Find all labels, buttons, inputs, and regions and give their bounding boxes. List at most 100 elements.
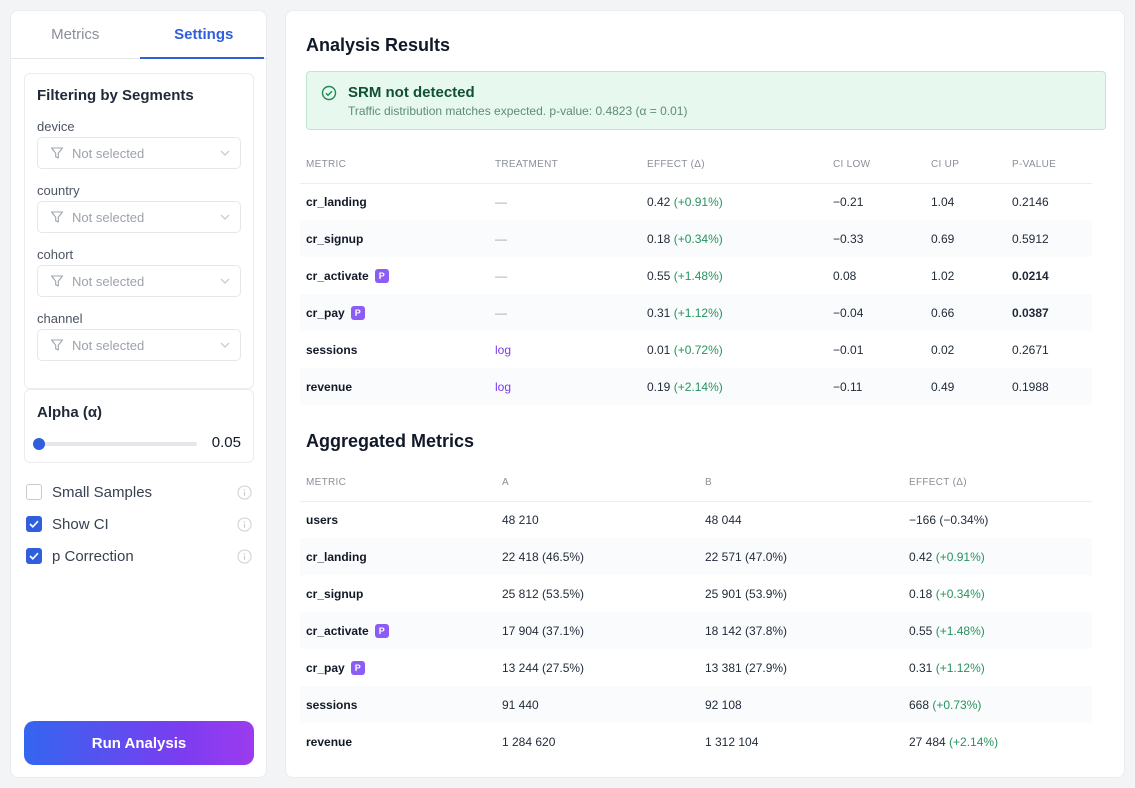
info-icon[interactable] [237,517,252,532]
p-value-cell: 0.0214 [1012,268,1049,283]
treatment-cell: log [489,368,641,405]
metric-name: cr_activate [306,623,369,638]
filter-select-channel[interactable]: Not selected [37,329,241,361]
filter-select-cohort[interactable]: Not selected [37,265,241,297]
group-b-cell: 92 108 [699,686,903,723]
srm-description: Traffic distribution matches expected. p… [348,104,688,118]
table-row: cr_landing — 0.42 (+0.91%) −0.21 1.04 0.2146 [300,183,1092,220]
ci-up-cell: 0.02 [931,342,955,357]
funnel-icon [50,275,64,287]
column-header: A [496,465,699,502]
results-header-row: METRIC TREATMENT EFFECT (Δ) CI LOW CI UP… [300,147,1092,184]
metric-cell: cr_activate P [300,612,496,649]
metric-cell: users [300,501,496,538]
metric-cell: cr_landing [300,183,489,220]
metric-cell: sessions [300,686,496,723]
metric-name: cr_activate [306,268,369,283]
p-correction-checkbox[interactable] [26,548,42,564]
column-header: METRIC [300,147,489,184]
effect-percent: (+0.72%) [673,342,723,357]
table-row: cr_landing 22 418 (46.5%) 22 571 (47.0%) 0.… [300,538,1092,575]
p-value-cell: 0.5912 [1006,220,1092,257]
group-b-cell: 13 381 (27.9%) [705,660,788,675]
metric-name: users [306,512,339,527]
srm-status-banner: SRM not detected Traffic distribution ma… [306,71,1106,130]
group-a-cell: 25 812 (53.5%) [502,586,585,601]
ci-up-cell: 0.66 [925,294,1006,331]
p-value-cell: 0.2671 [1012,342,1049,357]
checkmark-icon [29,552,39,560]
p-correction-badge: P [374,623,389,638]
effect-cell: 0.18 (+0.34%) [903,575,1092,612]
treatment-cell: log [495,342,512,357]
aggregated-table-body: users 48 210 48 044 −166 (−0.34%) cr_landin… [300,501,1092,760]
effect-percent: (+0.91%) [935,549,985,564]
effect-cell: −166 (−0.34%) [903,501,1092,538]
table-row: cr_activate P 17 904 (37.1%) 18 142 (37.8%)… [300,612,1092,649]
filter-label-country: country [37,183,80,198]
p-correction-badge: P [350,660,365,675]
p-value-cell: 0.2146 [1012,194,1049,209]
funnel-icon [50,147,64,159]
effect-percent: (+1.48%) [935,623,985,638]
effect-value: 0.42 [909,549,933,564]
run-analysis-button[interactable]: Run Analysis [24,721,254,765]
metric-name: revenue [306,734,353,749]
check-circle-icon [321,85,337,101]
effect-value: 0.55 [909,623,933,638]
funnel-icon [50,339,64,351]
chevron-down-icon [220,214,230,220]
metric-name: sessions [306,697,358,712]
metric-name: cr_landing [306,194,367,209]
column-header: CI LOW [827,147,925,184]
group-a-cell: 1 284 620 [502,734,556,749]
table-row: revenue log 0.19 (+2.14%) −0.11 0.49 0.1988 [300,368,1092,405]
analysis-results-title: Analysis Results [306,35,451,55]
filter-placeholder: Not selected [72,337,145,353]
metric-cell: cr_pay P [300,649,496,686]
p-correction-label: p Correction [52,547,134,565]
effect-cell: 0.42 (+0.91%) [903,538,1092,575]
tab-settings[interactable]: Settings [139,11,269,59]
effect-cell: 0.55 (+1.48%) [641,257,827,294]
alpha-slider[interactable] [33,438,197,450]
alpha-slider-handle[interactable] [33,438,45,450]
group-b-cell: 1 312 104 [705,734,759,749]
treatment-cell: — [489,294,641,331]
table-row: cr_signup 25 812 (53.5%) 25 901 (53.9%) 0.1… [300,575,1092,612]
ci-up-cell: 1.02 [931,268,955,283]
show-ci-checkbox[interactable] [26,516,42,532]
effect-cell: 0.42 (+0.91%) [641,183,827,220]
metric-cell: revenue [300,723,496,760]
small-samples-checkbox[interactable] [26,484,42,500]
chevron-down-icon [220,150,230,156]
group-b-cell: 18 142 (37.8%) [699,612,903,649]
ci-low-cell: −0.33 [827,220,925,257]
table-row: cr_pay P 13 244 (27.5%) 13 381 (27.9%) 0.31 … [300,649,1092,686]
filter-select-country[interactable]: Not selected [37,201,241,233]
chevron-down-icon [220,278,230,284]
info-icon[interactable] [237,549,252,564]
metric-cell: cr_pay P [300,294,489,331]
effect-value: 27 484 [909,734,946,749]
metric-name: cr_pay [306,305,345,320]
effect-cell: 0.19 (+2.14%) [641,368,827,405]
p-correction-badge: P [350,305,365,320]
main-panel: Analysis Results SRM not detected Traffi… [285,10,1125,778]
sidebar: Metrics Settings Filtering by Segments d… [10,10,269,778]
option-small-samples: Small Samples [26,481,252,503]
info-icon[interactable] [237,485,252,500]
effect-percent: (+1.12%) [673,305,723,320]
tab-metrics[interactable]: Metrics [51,26,100,43]
metric-name: sessions [306,342,358,357]
option-show-ci: Show CI [26,513,252,535]
effect-value: 0.31 [647,305,671,320]
alpha-value: 0.05 [211,434,241,451]
p-correction-badge: P [374,268,389,283]
table-row: sessions log 0.01 (+0.72%) −0.01 0.02 0.2671 [300,331,1092,368]
effect-value: 0.19 [647,379,671,394]
p-value-cell: 0.1988 [1006,368,1092,405]
filter-select-device[interactable]: Not selected [37,137,241,169]
effect-value: 0.18 [909,586,933,601]
ci-low-cell: −0.01 [833,342,864,357]
